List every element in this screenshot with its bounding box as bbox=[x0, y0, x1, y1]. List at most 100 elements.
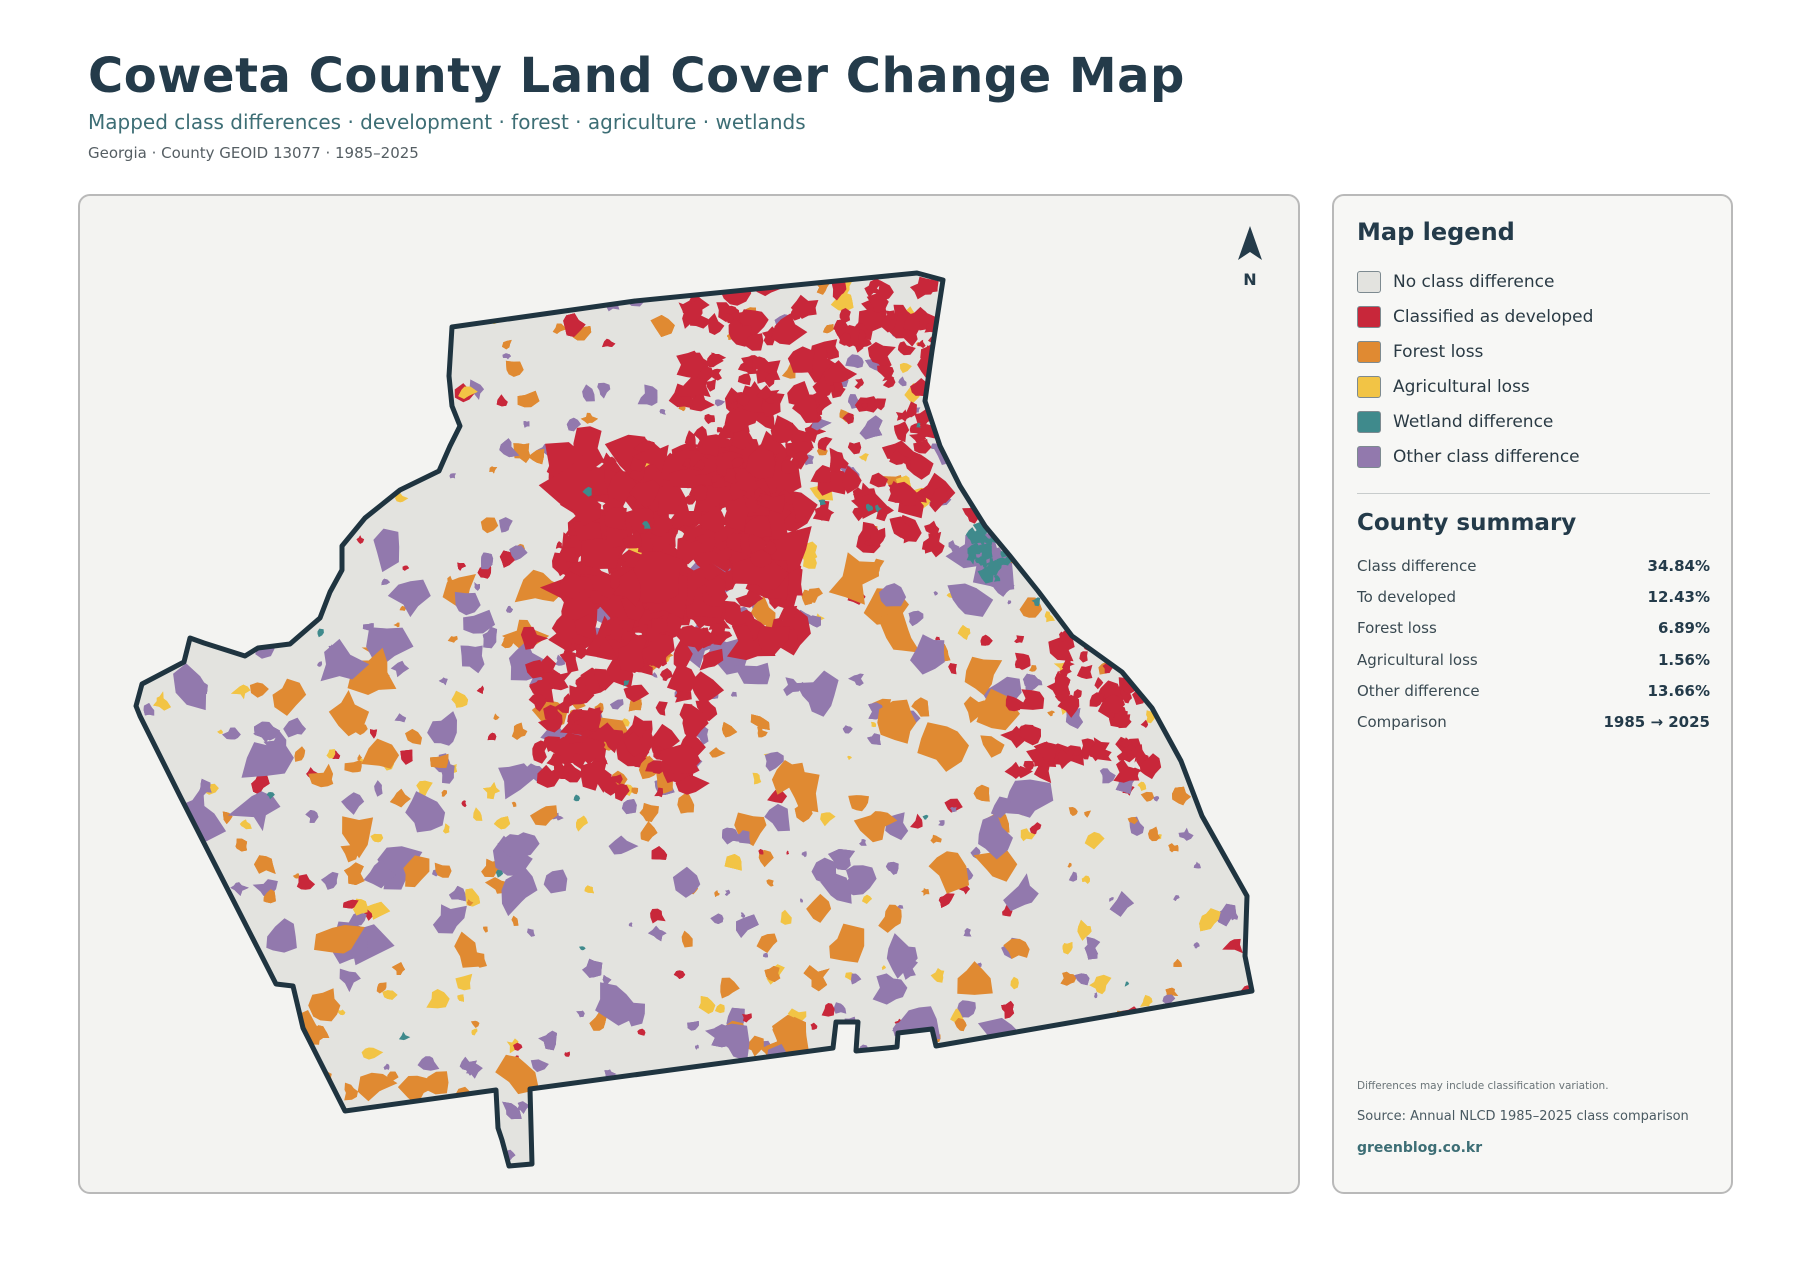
change-patch bbox=[564, 1051, 570, 1057]
change-patch bbox=[1178, 1086, 1182, 1092]
change-patch bbox=[251, 417, 275, 436]
change-patch bbox=[849, 1106, 867, 1123]
change-patch bbox=[858, 453, 869, 462]
change-patch bbox=[806, 893, 832, 923]
change-patch bbox=[610, 699, 624, 710]
change-patch bbox=[767, 453, 802, 494]
change-patch bbox=[329, 294, 335, 301]
change-patch bbox=[1111, 437, 1128, 456]
legend-swatch bbox=[1357, 270, 1381, 293]
change-patch bbox=[1001, 1000, 1015, 1019]
change-patch bbox=[566, 417, 581, 432]
change-patch bbox=[722, 491, 751, 532]
change-patch bbox=[923, 1138, 945, 1158]
county-map[interactable] bbox=[80, 196, 1300, 1194]
change-patch bbox=[502, 353, 511, 360]
change-patch bbox=[1003, 873, 1039, 912]
change-patch bbox=[473, 807, 483, 821]
brand-link[interactable]: greenblog.co.kr bbox=[1357, 1140, 1483, 1156]
change-patch bbox=[874, 398, 887, 411]
change-patch bbox=[214, 587, 239, 608]
change-patch bbox=[758, 849, 764, 855]
change-patch bbox=[1162, 994, 1176, 1005]
change-patch bbox=[882, 377, 896, 388]
change-patch bbox=[694, 471, 715, 487]
change-patch bbox=[147, 750, 152, 758]
change-patch bbox=[898, 1150, 909, 1164]
change-patch bbox=[932, 1047, 943, 1060]
change-patch bbox=[365, 901, 391, 920]
change-patch bbox=[348, 391, 367, 411]
change-patch bbox=[1198, 1135, 1204, 1141]
change-patch bbox=[1224, 1067, 1236, 1078]
change-patch bbox=[462, 273, 478, 283]
change-patch bbox=[143, 703, 155, 716]
change-patch bbox=[230, 882, 249, 896]
change-patch bbox=[230, 442, 244, 456]
change-patch bbox=[899, 362, 912, 374]
change-patch bbox=[1218, 368, 1231, 380]
change-patch bbox=[255, 564, 259, 568]
change-patch bbox=[912, 1043, 920, 1051]
change-patch bbox=[957, 1000, 976, 1018]
change-patch bbox=[171, 884, 190, 907]
change-patch bbox=[851, 973, 862, 985]
change-patch bbox=[637, 1028, 646, 1036]
change-patch bbox=[976, 688, 1020, 731]
change-patch bbox=[340, 274, 362, 294]
change-patch bbox=[466, 899, 474, 906]
page-meta: Georgia · County GEOID 13077 · 1985–2025 bbox=[88, 144, 419, 162]
change-patch bbox=[1222, 938, 1243, 954]
change-patch bbox=[666, 468, 700, 489]
change-patch bbox=[251, 1058, 281, 1084]
change-patch bbox=[432, 904, 467, 934]
change-patch bbox=[660, 744, 701, 774]
change-patch bbox=[1076, 664, 1093, 679]
change-patch bbox=[992, 368, 1008, 388]
change-patch bbox=[146, 488, 161, 509]
change-patch bbox=[919, 438, 928, 447]
summary-key: Class difference bbox=[1357, 556, 1477, 575]
change-patch bbox=[628, 699, 642, 712]
change-patch bbox=[1239, 557, 1245, 563]
change-patch bbox=[922, 814, 929, 820]
change-patch bbox=[1005, 511, 1011, 515]
change-patch bbox=[1140, 791, 1155, 802]
summary-key: Agricultural loss bbox=[1357, 650, 1478, 669]
change-patch bbox=[850, 1055, 891, 1098]
change-patch bbox=[1195, 1149, 1217, 1166]
change-patch bbox=[1065, 535, 1073, 542]
change-patch bbox=[308, 988, 341, 1022]
change-patch bbox=[841, 1143, 855, 1152]
change-patch bbox=[393, 622, 400, 628]
change-patch bbox=[493, 713, 500, 721]
change-patch bbox=[381, 381, 387, 388]
change-patch bbox=[563, 313, 586, 337]
change-patch bbox=[623, 731, 654, 757]
change-patch bbox=[254, 721, 280, 741]
change-patch bbox=[1188, 618, 1212, 636]
change-patch bbox=[757, 1125, 775, 1144]
change-patch bbox=[1195, 693, 1219, 715]
change-patch bbox=[1198, 509, 1215, 528]
map-panel[interactable]: N bbox=[78, 194, 1300, 1194]
change-patch bbox=[209, 1032, 255, 1070]
change-patch bbox=[1203, 681, 1223, 703]
change-patch bbox=[332, 397, 349, 414]
change-patch bbox=[1148, 598, 1157, 607]
change-patch bbox=[536, 764, 560, 788]
change-patch bbox=[574, 643, 588, 660]
change-patch bbox=[685, 1083, 704, 1100]
change-patch bbox=[1067, 862, 1072, 868]
change-patch bbox=[1139, 753, 1162, 780]
change-patch bbox=[1097, 1053, 1104, 1062]
change-patch bbox=[924, 520, 940, 537]
change-patch bbox=[771, 760, 811, 795]
summary-value: 13.66% bbox=[1647, 681, 1710, 700]
change-patch bbox=[1187, 326, 1200, 336]
change-patch bbox=[194, 597, 232, 636]
change-patch bbox=[724, 408, 747, 434]
change-patch bbox=[950, 807, 957, 813]
change-patch bbox=[1195, 289, 1219, 307]
change-patch bbox=[261, 1086, 276, 1100]
